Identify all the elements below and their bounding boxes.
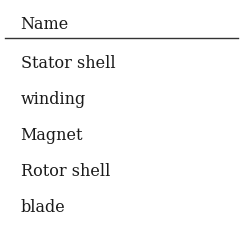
Text: winding: winding [21, 91, 86, 108]
Text: blade: blade [21, 199, 65, 216]
Text: Magnet: Magnet [21, 127, 83, 144]
Text: Rotor shell: Rotor shell [21, 163, 110, 180]
Text: Stator shell: Stator shell [21, 55, 115, 72]
Text: Name: Name [21, 16, 69, 33]
